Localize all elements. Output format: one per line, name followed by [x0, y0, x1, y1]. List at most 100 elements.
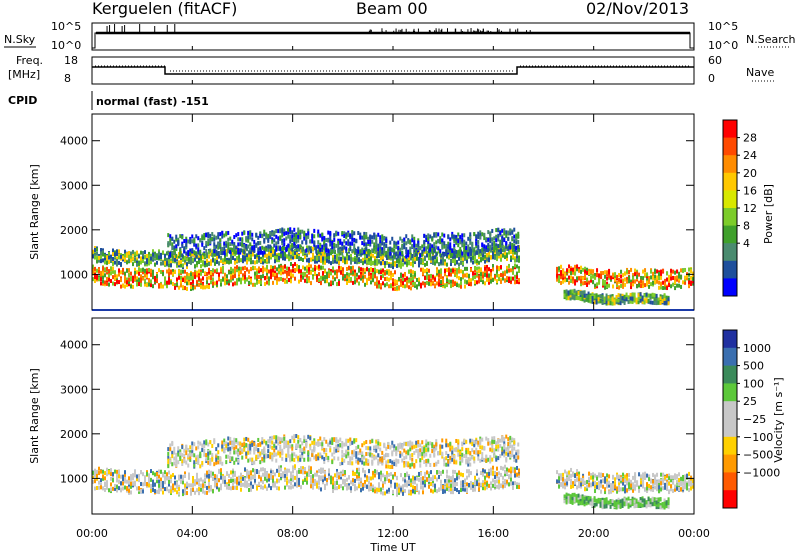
velocity-pixel [340, 472, 342, 477]
power-pixel [313, 228, 316, 233]
velocity-pixel [190, 491, 192, 496]
velocity-pixel [170, 489, 172, 494]
power-pixel [114, 276, 116, 281]
power-pixel [680, 284, 683, 289]
velocity-pixel [268, 473, 270, 478]
power-pixel [424, 275, 426, 280]
power-pixel [437, 239, 440, 244]
power-pixel [142, 252, 144, 257]
power-pixel [234, 281, 236, 286]
power-pixel [656, 275, 659, 280]
power-pixel [375, 240, 378, 245]
power-pixel [229, 247, 232, 252]
power-pixel [442, 251, 444, 256]
velocity-pixel [256, 486, 258, 491]
power-pixel [224, 277, 226, 282]
power-pixel [631, 296, 634, 301]
power-pixel [587, 298, 590, 303]
velocity-pixel [160, 487, 162, 492]
power-pixel [321, 244, 324, 249]
power-pixel [322, 265, 324, 270]
velocity-pixel [174, 480, 176, 485]
power-pixel [168, 280, 170, 285]
power-pixel [460, 260, 462, 265]
power-pixel [203, 246, 206, 251]
velocity-pixel [126, 487, 128, 492]
power-pixel [461, 237, 464, 242]
power-pixel [402, 281, 404, 286]
power-pixel [658, 276, 661, 281]
velocity-pixel [316, 472, 318, 477]
power-pixel [259, 240, 262, 245]
power-pixel [224, 272, 226, 277]
velocity-pixel [170, 474, 172, 479]
power-pixel [173, 239, 176, 244]
power-pixel [191, 239, 194, 244]
velocity-pixel [140, 482, 142, 487]
velocity-pixel [366, 484, 368, 489]
power-pixel [413, 243, 416, 248]
power-pixel [660, 275, 663, 280]
power-pixel [174, 269, 176, 274]
power-pixel [459, 249, 462, 254]
power-pixel [252, 282, 254, 287]
power-pixel [291, 234, 294, 239]
power-pixel [476, 280, 478, 285]
power-pixel [380, 283, 382, 288]
power-pixel [597, 297, 600, 302]
power-pixel [230, 278, 232, 283]
power-pixel [102, 266, 104, 271]
power-pixel [412, 281, 414, 286]
velocity-pixel [240, 475, 242, 480]
power-pixel [169, 234, 172, 239]
velocity-pixel [150, 488, 152, 493]
velocity-pixel [358, 474, 360, 479]
velocity-pixel [250, 487, 252, 492]
power-pixel [432, 274, 434, 279]
power-pixel [640, 279, 643, 284]
power-pixel [453, 238, 456, 243]
power-pixel [261, 250, 264, 255]
power-pixel [305, 248, 308, 253]
power-pixel [417, 246, 420, 251]
power-pixel [477, 234, 480, 239]
velocity-pixel [200, 487, 202, 492]
power-pixel [198, 257, 200, 262]
power-pixel [464, 279, 466, 284]
power-pixel [190, 284, 192, 289]
power-pixel [440, 275, 442, 280]
power-pixel [608, 283, 611, 288]
power-pixel [247, 244, 250, 249]
power-pixel [148, 267, 150, 272]
power-pixel [96, 251, 98, 256]
power-pixel [581, 295, 584, 300]
power-pixel [254, 271, 256, 276]
velocity-pixel [264, 468, 266, 473]
velocity-pixel [166, 487, 168, 492]
power-pixel [316, 252, 318, 257]
power-pixel [240, 270, 242, 275]
power-pixel [678, 278, 681, 283]
power-pixel [249, 247, 252, 252]
power-pixel [192, 272, 194, 277]
power-pixel [504, 278, 506, 283]
velocity-pixel [222, 475, 224, 480]
velocity-pixel [290, 471, 292, 476]
power-pixel [321, 237, 324, 242]
velocity-pixel [372, 484, 374, 489]
power-pixel [586, 267, 589, 272]
velocity-pixel [242, 482, 244, 487]
power-pixel [224, 281, 226, 286]
power-pixel [320, 281, 322, 286]
power-pixel [118, 272, 120, 277]
velocity-pixel [206, 490, 208, 495]
power-pixel [573, 294, 576, 299]
power-pixel [410, 253, 412, 258]
velocity-pixel [184, 483, 186, 488]
velocity-pixel [300, 469, 302, 474]
velocity-pixel [322, 478, 324, 483]
power-pixel [517, 234, 520, 239]
power-pixel [450, 284, 452, 289]
power-pixel [474, 255, 476, 260]
power-pixel [202, 255, 204, 260]
